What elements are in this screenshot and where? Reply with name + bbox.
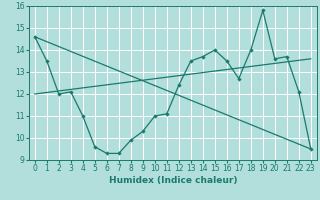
X-axis label: Humidex (Indice chaleur): Humidex (Indice chaleur) — [108, 176, 237, 185]
